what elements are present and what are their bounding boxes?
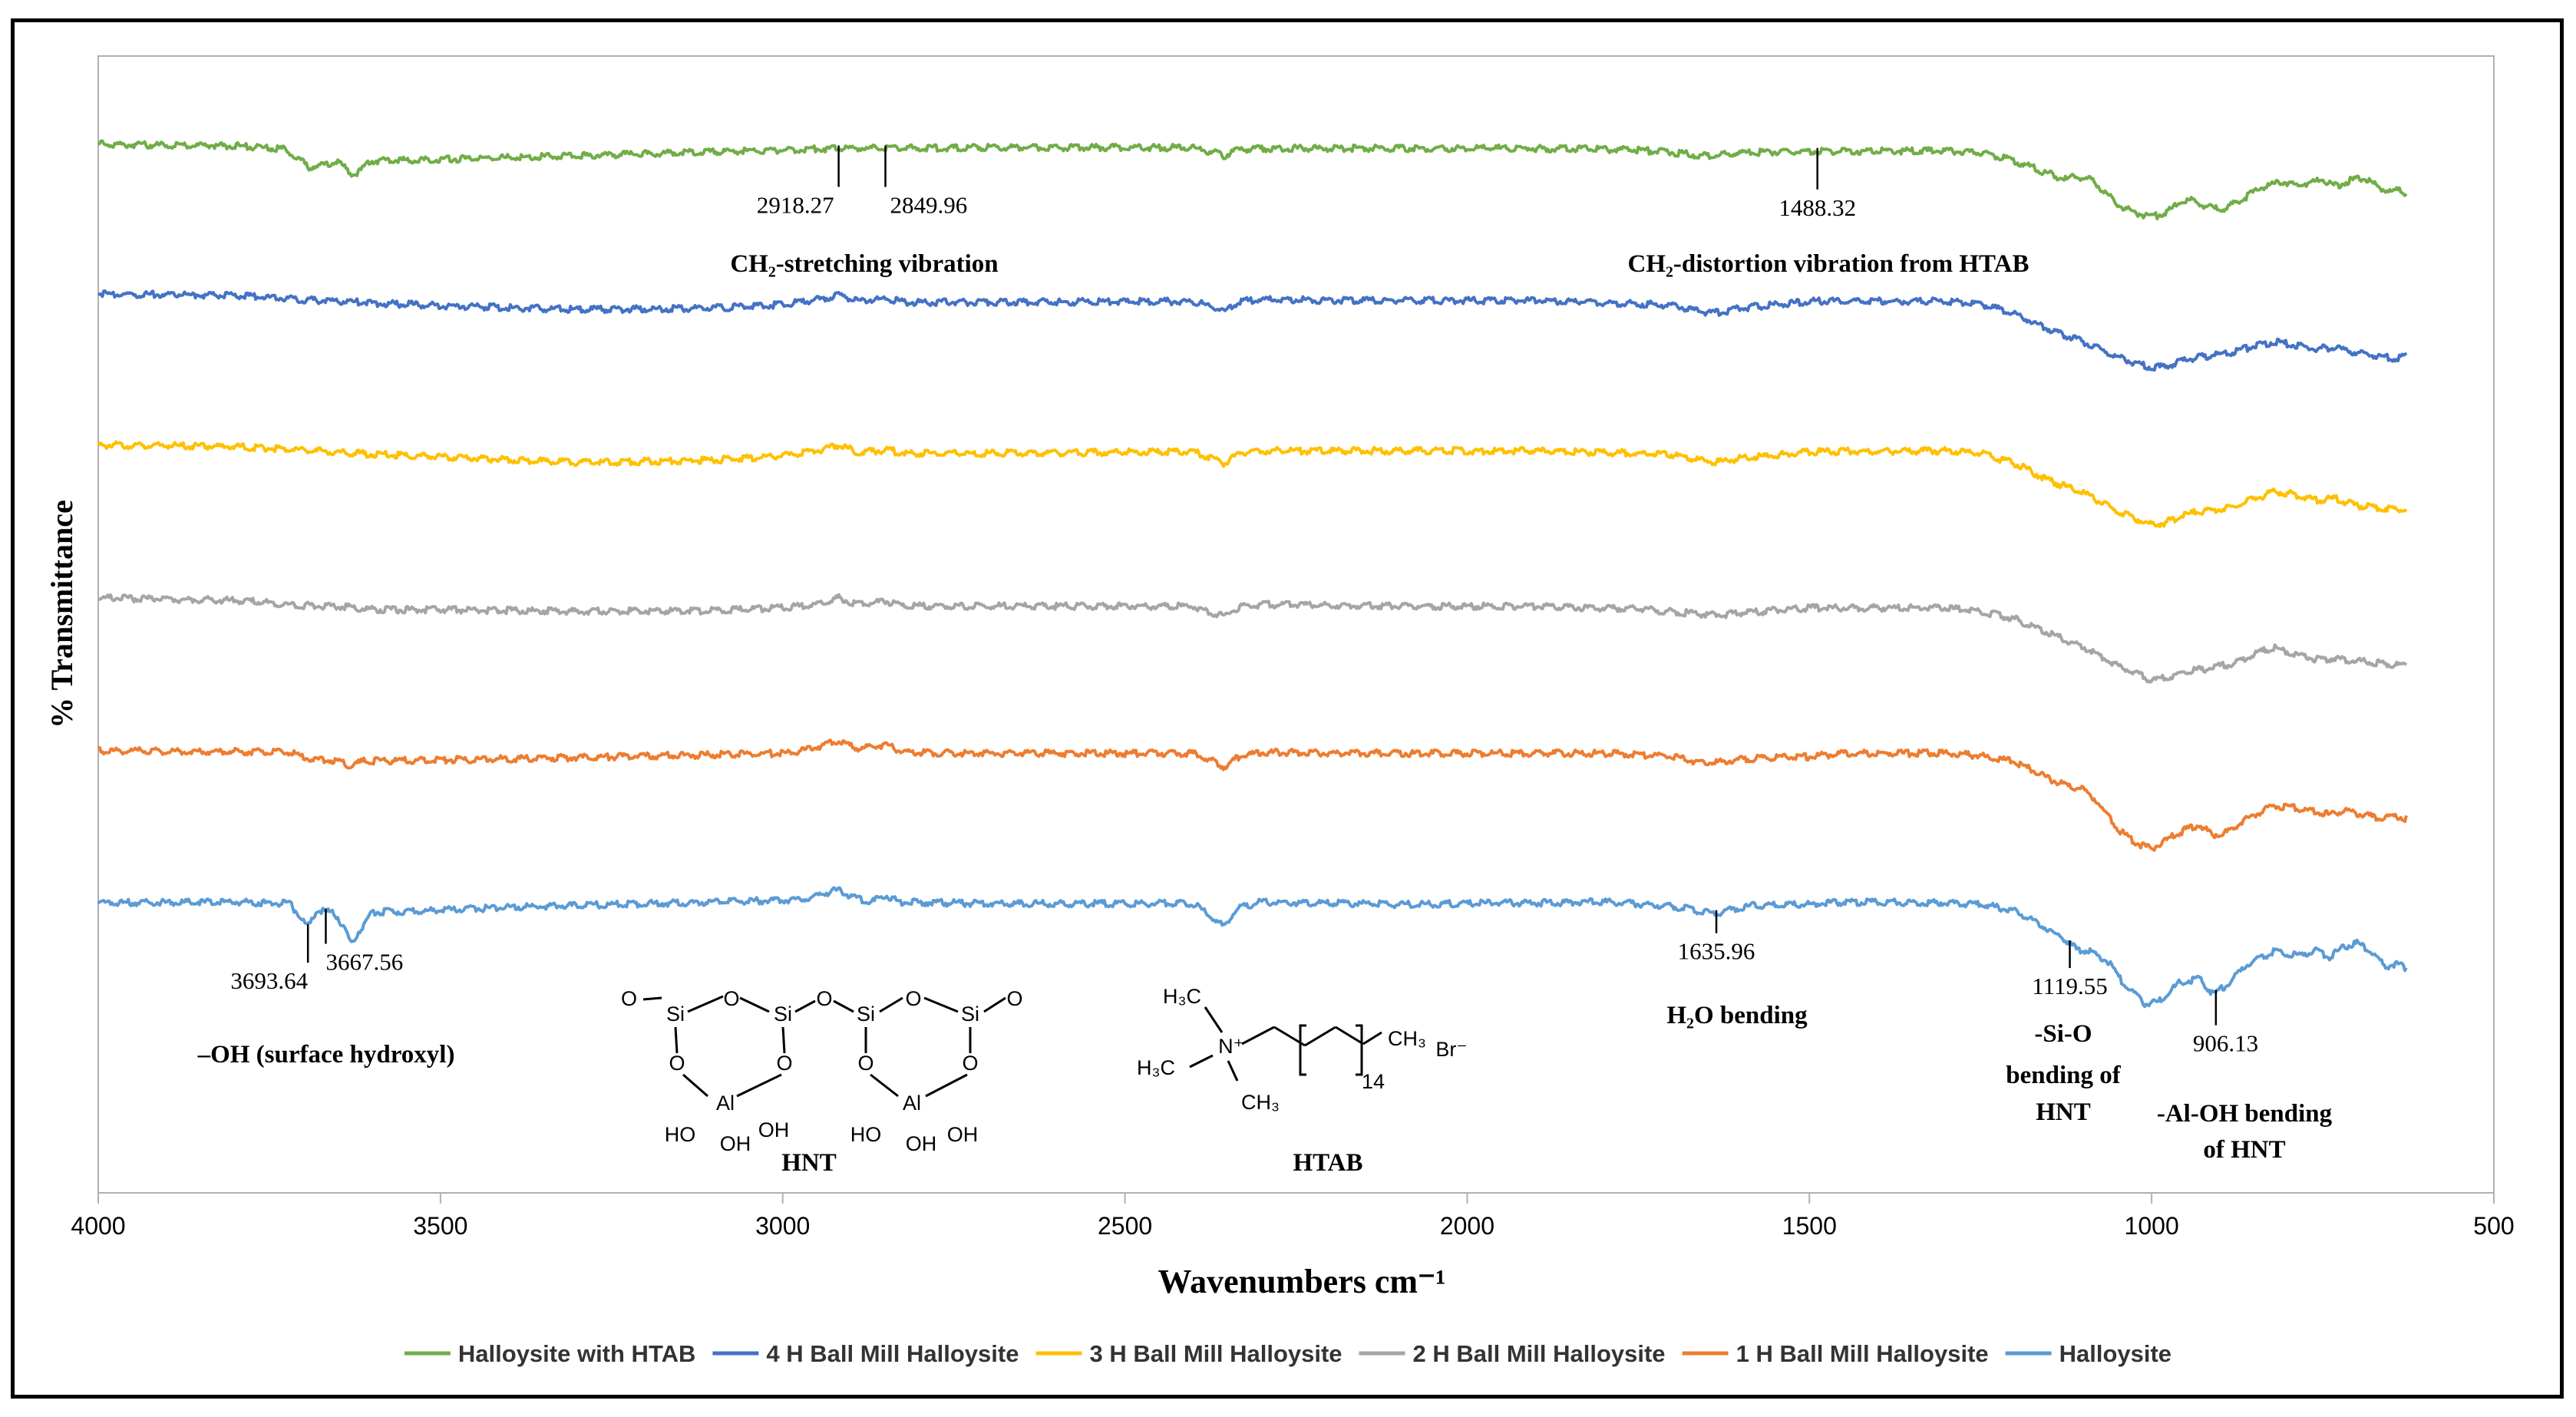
hnt-atom-si-2: Si	[774, 1002, 792, 1026]
legend-label: 1 H Ball Mill Halloysite	[1736, 1340, 1989, 1367]
series-line-halloysite-with-htab	[97, 139, 2408, 220]
series-line-2-h-ball-mill-halloysite	[97, 593, 2408, 684]
hnt-atom-o-2: O	[723, 987, 739, 1010]
hnt-atom-oh-4: OH	[947, 1123, 979, 1146]
hnt-atom-si-3: Si	[857, 1002, 875, 1026]
hnt-bonds	[642, 995, 1006, 1098]
hnt-atom-o-3: O	[816, 987, 832, 1010]
assignment-al-oh-line2: of HNT	[2203, 1136, 2285, 1164]
htab-atom-ch3-end: CH₃	[1388, 1027, 1426, 1050]
hnt-atom-o-1: O	[621, 987, 637, 1010]
htab-bonds	[1189, 1006, 1382, 1082]
hnt-label: HNT	[781, 1149, 837, 1177]
legend-item: Halloysite with HTAB	[404, 1340, 695, 1367]
x-tick-label: 1000	[2125, 1212, 2179, 1240]
htab-label: HTAB	[1293, 1149, 1362, 1177]
hnt-atom-o-6: O	[669, 1052, 685, 1075]
hnt-atom-o-9: O	[962, 1052, 978, 1075]
legend-label: 2 H Ball Mill Halloysite	[1413, 1340, 1666, 1367]
x-tick-label: 500	[2473, 1212, 2514, 1240]
series-line-1-h-ball-mill-halloysite	[97, 738, 2408, 852]
legend-label: 3 H Ball Mill Halloysite	[1090, 1340, 1342, 1367]
hnt-atom-ho-1: HO	[665, 1123, 696, 1146]
assignment-si-o-line1: -Si-O	[2034, 1020, 2092, 1048]
ann-3693-label: 3693.64	[230, 967, 308, 994]
hnt-atom-o-5: O	[1006, 987, 1022, 1010]
assignment-al-oh-line1: -Al-OH bending	[2157, 1100, 2333, 1128]
hnt-atom-o-8: O	[857, 1052, 874, 1075]
x-axis-title: Wavenumbers cm⁻¹	[1158, 1263, 1446, 1300]
htab-atom-n: N⁺	[1218, 1035, 1244, 1058]
ann-1119-label: 1119.55	[2032, 973, 2107, 999]
assignment-ch2-distortion: CH₂-distortion vibration from HTAB	[1628, 250, 2029, 278]
htab-atom-br: Br⁻	[1435, 1038, 1467, 1061]
hnt-atom-oh-1: OH	[720, 1132, 751, 1155]
hnt-atom-o-7: O	[776, 1052, 792, 1075]
series-layer	[97, 139, 2408, 1009]
legend-item: 4 H Ball Mill Halloysite	[712, 1340, 1019, 1367]
hnt-atom-al-1: Al	[716, 1092, 735, 1115]
legend-item: 1 H Ball Mill Halloysite	[1682, 1340, 1989, 1367]
legend-item: Halloysite	[2005, 1340, 2171, 1367]
hnt-atom-o-4: O	[905, 987, 921, 1010]
legend-item: 2 H Ball Mill Halloysite	[1359, 1340, 1666, 1367]
x-tick-label: 2000	[1440, 1212, 1494, 1240]
assignment-h2o-bending: H₂O bending	[1666, 1002, 1808, 1029]
x-tick-label: 3000	[755, 1212, 810, 1240]
x-tick-label: 2500	[1098, 1212, 1152, 1240]
legend-item: 3 H Ball Mill Halloysite	[1035, 1340, 1342, 1367]
x-tick-label: 1500	[1782, 1212, 1837, 1240]
ann-2918-label: 2918.27	[757, 192, 834, 219]
assignment-oh-surface: –OH (surface hydroxyl)	[197, 1041, 455, 1069]
x-tick-label: 3500	[413, 1212, 467, 1240]
htab-atom-ch3-bottom: CH₃	[1241, 1091, 1280, 1114]
peak-annotations: 2918.27 2849.96 1488.32 3693.64 3667.56 1635.…	[230, 145, 2258, 1057]
htab-atom-h3c-left: H₃C	[1137, 1056, 1175, 1079]
y-axis-title: % Transmittance	[45, 500, 79, 728]
hnt-atom-oh-3: OH	[906, 1132, 937, 1155]
ann-1488-label: 1488.32	[1778, 194, 1856, 221]
ann-1635-label: 1635.96	[1678, 938, 1755, 965]
htab-atom-h3c-top: H₃C	[1163, 985, 1201, 1008]
series-line-halloysite	[97, 886, 2408, 1009]
assignment-si-o-line3: HNT	[2036, 1098, 2091, 1126]
hnt-atom-si-4: Si	[961, 1002, 979, 1026]
ann-906-label: 906.13	[2193, 1030, 2258, 1057]
x-tick-label: 4000	[71, 1212, 125, 1240]
hnt-atom-ho-2: HO	[850, 1123, 882, 1146]
assignment-si-o-line2: bending of	[2006, 1062, 2121, 1089]
hnt-atom-oh-2: OH	[758, 1118, 790, 1141]
series-line-4-h-ball-mill-halloysite	[97, 289, 2408, 372]
x-axis: 4000 3500 3000 2500 2000 1500 1000 500	[71, 1192, 2515, 1240]
legend: Halloysite with HTAB 4 H Ball Mill Halloy…	[404, 1340, 2171, 1367]
ann-2849-label: 2849.96	[890, 192, 968, 219]
htab-structure: H₃C N⁺ H₃C CH₃ 14 CH₃ Br⁻ HTAB	[1137, 985, 1468, 1177]
plot-area	[97, 55, 2495, 1194]
ann-3667-label: 3667.56	[325, 949, 403, 976]
legend-label: Halloysite	[2059, 1340, 2171, 1367]
htab-repeat-count: 14	[1362, 1070, 1385, 1093]
hnt-atom-si-1: Si	[666, 1002, 685, 1026]
hnt-structure: O Si O Si O Si O Si O O O O O Al Al HO O…	[621, 987, 1023, 1177]
assignment-ch2-stretch: CH₂-stretching vibration	[730, 250, 998, 278]
series-line-3-h-ball-mill-halloysite	[97, 440, 2408, 529]
legend-label: 4 H Ball Mill Halloysite	[766, 1340, 1019, 1367]
legend-label: Halloysite with HTAB	[458, 1340, 695, 1367]
hnt-atom-al-2: Al	[903, 1092, 921, 1115]
